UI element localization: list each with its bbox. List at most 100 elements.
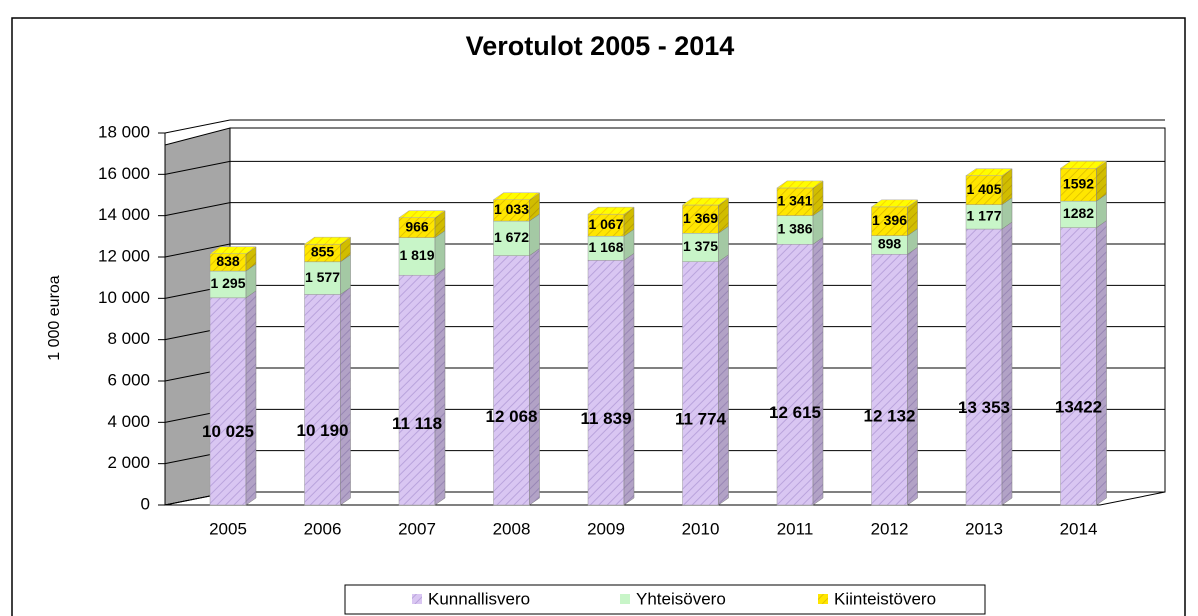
grid-line bbox=[164, 160, 231, 175]
bar-segment bbox=[965, 175, 1003, 205]
data-label: 1 396 bbox=[872, 212, 907, 228]
y-tick-label: 2 000 bbox=[107, 453, 150, 472]
data-label: 1592 bbox=[1063, 175, 1094, 191]
bar-top bbox=[965, 168, 1013, 176]
data-label: 11 118 bbox=[392, 414, 442, 433]
bar-segment bbox=[493, 255, 530, 506]
bar-segment bbox=[304, 294, 341, 506]
data-label: 1 375 bbox=[683, 238, 718, 254]
bar-top bbox=[303, 236, 352, 245]
x-tick-label: 2005 bbox=[209, 519, 247, 538]
bar-segment bbox=[682, 233, 719, 262]
bar-segment bbox=[304, 261, 341, 295]
bar-top bbox=[681, 197, 730, 206]
x-tick-label: 2011 bbox=[777, 519, 814, 538]
bar-segment bbox=[493, 220, 530, 256]
bar-side bbox=[718, 254, 729, 506]
bar-side bbox=[907, 246, 918, 506]
data-label: 12 132 bbox=[864, 407, 916, 426]
legend-swatch bbox=[620, 594, 630, 604]
x-tick-label: 2010 bbox=[682, 519, 720, 538]
bar-side bbox=[434, 267, 446, 506]
y-tick-label: 8 000 bbox=[107, 329, 150, 348]
bar-side bbox=[1096, 220, 1107, 506]
bar-top bbox=[870, 199, 919, 208]
data-label: 1 386 bbox=[777, 221, 812, 237]
data-label: 13 353 bbox=[958, 398, 1010, 417]
legend-swatch bbox=[818, 594, 828, 604]
bar-segment bbox=[776, 215, 814, 245]
data-label: 11 839 bbox=[580, 409, 631, 428]
bar-segment bbox=[682, 261, 719, 506]
x-tick-label: 2014 bbox=[1060, 519, 1098, 538]
y-tick-label: 12 000 bbox=[98, 246, 150, 265]
data-label: 1 295 bbox=[210, 275, 245, 291]
data-label: 1 672 bbox=[494, 229, 529, 245]
bar-segment bbox=[587, 260, 625, 506]
data-label: 13422 bbox=[1055, 397, 1102, 416]
bar-top bbox=[1059, 160, 1108, 169]
bar-segment bbox=[1060, 167, 1097, 202]
legend-label: Kunnallisvero bbox=[428, 589, 530, 608]
data-label: 1 033 bbox=[494, 201, 529, 217]
data-label: 10 025 bbox=[202, 422, 254, 441]
bar-segment bbox=[965, 228, 1003, 506]
x-tick-label: 2006 bbox=[304, 519, 342, 538]
bar-segment bbox=[871, 206, 908, 236]
bar-side bbox=[1001, 221, 1013, 506]
x-tick-label: 2008 bbox=[493, 519, 531, 538]
bar-segment bbox=[398, 274, 436, 506]
bar-segment bbox=[587, 235, 625, 261]
y-axis-label: 1 000 euroa bbox=[46, 275, 63, 361]
bar-segment bbox=[209, 297, 247, 506]
data-label: 11 774 bbox=[675, 409, 727, 428]
x-tick-label: 2013 bbox=[965, 519, 1003, 538]
y-tick-label: 16 000 bbox=[98, 164, 150, 183]
grid-line bbox=[164, 243, 231, 258]
x-tick-label: 2007 bbox=[398, 519, 436, 538]
data-label: 1 405 bbox=[966, 181, 1001, 197]
grid-line bbox=[164, 202, 231, 217]
bar-top bbox=[398, 210, 446, 218]
bar-side bbox=[529, 248, 540, 506]
data-label: 1 577 bbox=[305, 269, 340, 285]
data-label: 855 bbox=[311, 244, 335, 260]
bar-segment bbox=[776, 244, 814, 506]
bar-top bbox=[492, 192, 541, 200]
bar-top bbox=[776, 180, 824, 189]
data-label: 12 615 bbox=[769, 403, 821, 422]
legend-label: Yhteisövero bbox=[636, 589, 726, 608]
data-label: 1 341 bbox=[777, 192, 812, 208]
x-tick-label: 2012 bbox=[871, 519, 909, 538]
bar-side bbox=[623, 252, 635, 506]
data-label: 1 067 bbox=[588, 216, 623, 232]
bar-top bbox=[209, 246, 257, 254]
x-tick-label: 2009 bbox=[587, 519, 625, 538]
y-tick-label: 14 000 bbox=[98, 205, 150, 224]
legend-label: Kiinteistövero bbox=[834, 589, 936, 608]
y-tick-label: 10 000 bbox=[98, 288, 150, 307]
bar-side bbox=[434, 230, 446, 276]
bar-segment bbox=[682, 204, 719, 234]
data-label: 1 369 bbox=[683, 210, 718, 226]
bar-segment bbox=[1060, 227, 1097, 506]
y-tick-label: 0 bbox=[141, 494, 150, 513]
legend-box bbox=[344, 584, 986, 615]
bar-side bbox=[812, 236, 824, 506]
bar-segment bbox=[871, 254, 908, 506]
data-label: 1 168 bbox=[588, 239, 623, 255]
bar-top bbox=[587, 206, 635, 215]
data-label: 1 177 bbox=[966, 208, 1001, 224]
data-label: 838 bbox=[216, 253, 240, 269]
bar-side bbox=[245, 290, 257, 506]
legend-swatch bbox=[412, 594, 422, 604]
data-label: 12 068 bbox=[486, 407, 538, 426]
bar-side bbox=[340, 286, 351, 506]
bar-segment bbox=[776, 187, 814, 216]
chart-title: Verotulot 2005 - 2014 bbox=[466, 31, 735, 61]
data-label: 10 190 bbox=[297, 421, 349, 440]
y-tick-label: 6 000 bbox=[107, 370, 150, 389]
data-label: 1282 bbox=[1063, 205, 1094, 221]
data-label: 898 bbox=[878, 236, 902, 252]
